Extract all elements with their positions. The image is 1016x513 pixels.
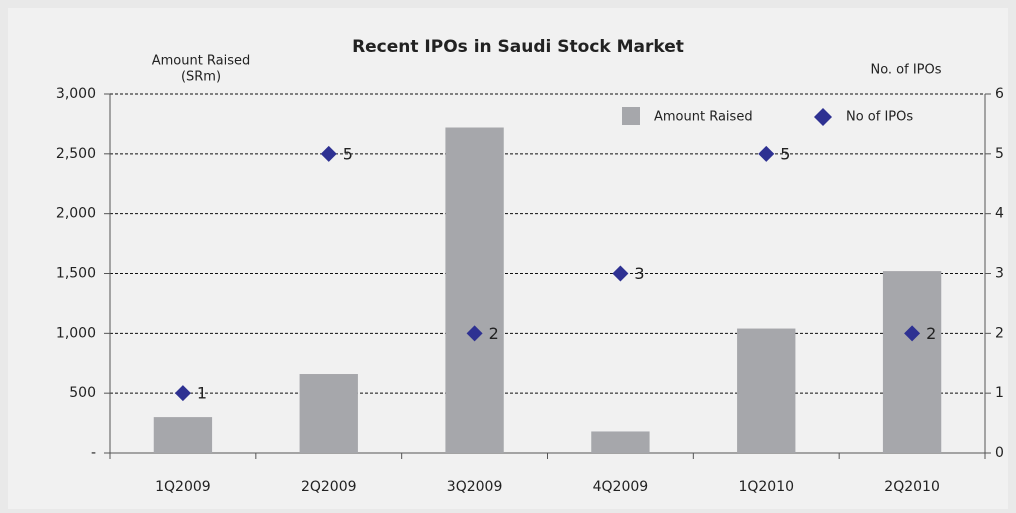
bar xyxy=(299,374,358,453)
y-tick-label: 1,500 xyxy=(56,266,96,282)
legend-label: Amount Raised xyxy=(654,110,753,125)
data-label: 2 xyxy=(489,324,499,343)
diamond-marker xyxy=(612,265,629,282)
data-label: 5 xyxy=(780,144,790,163)
x-tick-label: 2Q2010 xyxy=(884,479,940,495)
y2-axis-title: No. of IPOs xyxy=(870,63,941,78)
chart-title: Recent IPOs in Saudi Stock Market xyxy=(352,37,684,57)
y2-tick-label: 5 xyxy=(995,146,1004,162)
data-label: 3 xyxy=(634,264,644,283)
y2-tick-label: 0 xyxy=(995,445,1004,461)
y2-tick-label: 1 xyxy=(995,385,1004,401)
y-tick-label: 2,000 xyxy=(56,206,96,222)
y-axis-title: Amount Raised xyxy=(152,54,251,69)
y-tick-label: - xyxy=(91,445,96,461)
y2-tick-label: 2 xyxy=(995,325,1004,341)
bar xyxy=(153,417,213,453)
data-label: 1 xyxy=(197,384,207,403)
bar xyxy=(591,431,650,453)
x-tick-label: 4Q2009 xyxy=(593,479,649,495)
y2-tick-label: 3 xyxy=(995,266,1004,282)
legend-label: No of IPOs xyxy=(846,110,913,125)
y2-tick-label: 4 xyxy=(995,206,1004,222)
legend-swatch xyxy=(622,107,640,125)
bar xyxy=(737,328,796,453)
y-tick-label: 3,000 xyxy=(56,86,96,102)
y-tick-label: 1,000 xyxy=(56,325,96,341)
y-tick-label: 2,500 xyxy=(56,146,96,162)
y-axis-title: (SRm) xyxy=(181,70,221,85)
bar xyxy=(445,127,504,454)
x-tick-label: 1Q2009 xyxy=(155,479,211,495)
diamond-marker xyxy=(174,385,191,402)
y-tick-label: 500 xyxy=(69,385,96,401)
x-tick-label: 2Q2009 xyxy=(301,479,357,495)
legend-swatch xyxy=(814,108,832,126)
diamond-marker xyxy=(904,325,921,342)
bar xyxy=(882,271,942,453)
data-label: 2 xyxy=(926,324,936,343)
data-label: 5 xyxy=(343,144,353,163)
diamond-marker xyxy=(758,145,775,162)
x-tick-label: 1Q2010 xyxy=(738,479,794,495)
x-tick-label: 3Q2009 xyxy=(447,479,503,495)
y2-tick-label: 6 xyxy=(995,86,1004,102)
diamond-marker xyxy=(320,145,337,162)
diamond-marker xyxy=(466,325,483,342)
